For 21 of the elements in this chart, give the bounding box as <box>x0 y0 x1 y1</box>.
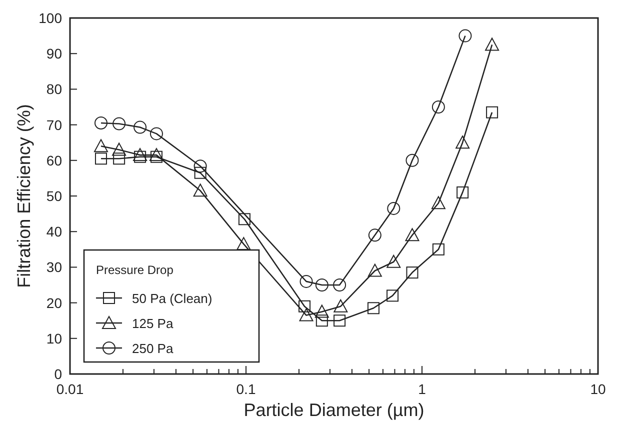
y-tick-label: 90 <box>46 46 62 62</box>
x-axis-title: Particle Diameter (µm) <box>244 400 424 420</box>
y-tick-label: 20 <box>46 294 62 311</box>
y-tick-label: 0 <box>54 366 62 382</box>
y-tick-label: 100 <box>38 10 62 26</box>
y-tick-label: 10 <box>46 330 62 346</box>
y-tick-label: 80 <box>46 81 62 98</box>
y-axis-title: Filtration Efficiency (%) <box>14 104 34 288</box>
y-tick-label: 30 <box>46 259 62 276</box>
legend-label: 250 Pa <box>132 341 174 356</box>
x-tick-label: 10 <box>590 381 606 397</box>
y-tick-label: 40 <box>46 224 62 240</box>
x-tick-label: 1 <box>418 381 426 397</box>
y-tick-label: 50 <box>46 188 62 204</box>
x-tick-label: 0.1 <box>236 381 256 397</box>
legend-label: 50 Pa (Clean) <box>132 291 212 306</box>
legend-label: 125 Pa <box>132 316 174 331</box>
y-tick-label: 60 <box>46 152 62 168</box>
legend-title: Pressure Drop <box>96 263 174 277</box>
x-tick-label: 0.01 <box>56 381 84 397</box>
y-tick-label: 70 <box>46 116 62 133</box>
